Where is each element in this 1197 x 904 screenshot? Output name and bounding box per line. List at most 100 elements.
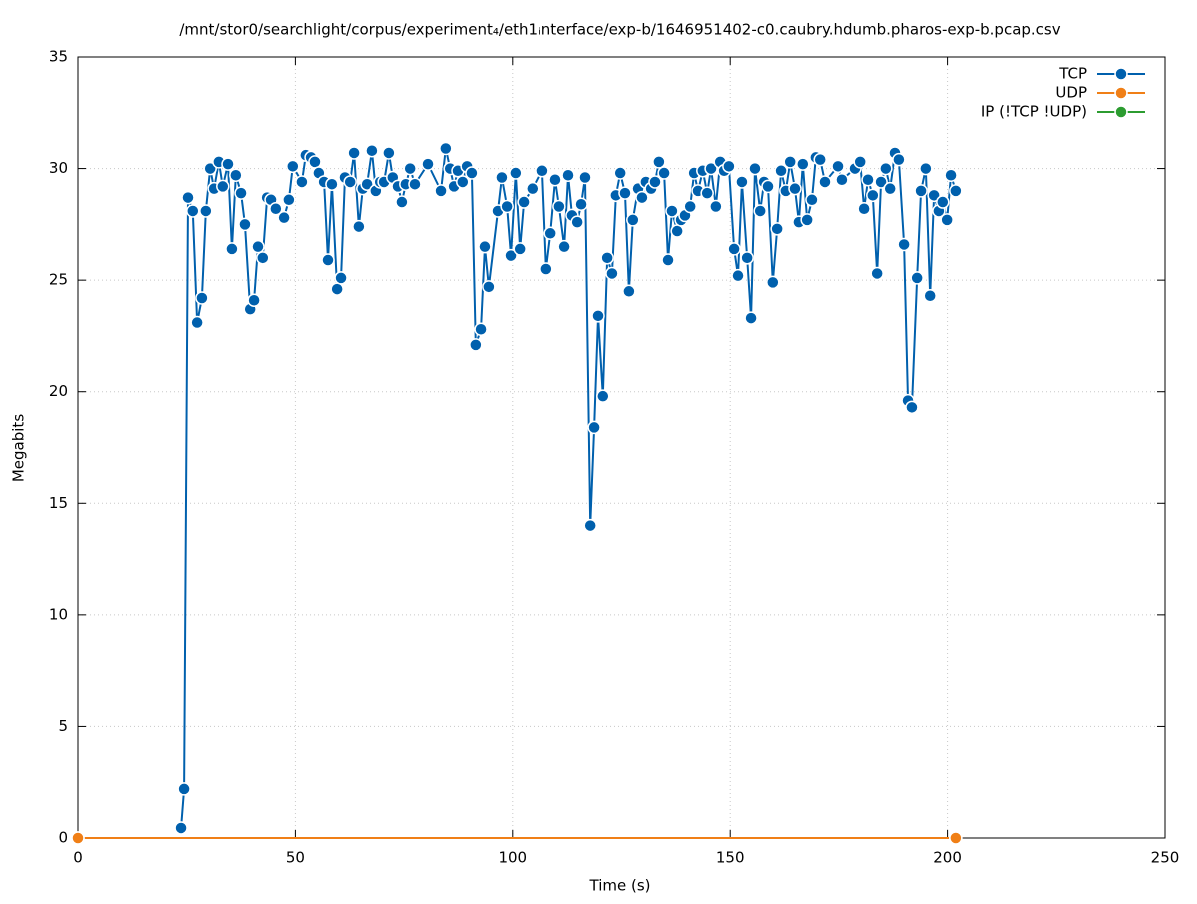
data-point bbox=[670, 224, 684, 238]
data-point bbox=[190, 315, 204, 330]
data-point bbox=[360, 177, 374, 191]
data-point bbox=[944, 168, 958, 183]
data-point bbox=[251, 239, 265, 254]
data-point bbox=[225, 242, 239, 256]
data-point bbox=[321, 253, 335, 267]
data-point bbox=[578, 170, 592, 185]
data-point bbox=[883, 181, 897, 196]
data-point bbox=[234, 186, 248, 200]
data-point bbox=[835, 172, 849, 187]
data-point bbox=[500, 199, 514, 214]
data-point bbox=[286, 159, 300, 174]
data-point bbox=[861, 172, 875, 187]
data-point bbox=[570, 215, 584, 229]
data-point bbox=[591, 309, 605, 323]
data-point bbox=[71, 831, 85, 845]
data-point bbox=[652, 155, 666, 169]
data-point bbox=[622, 284, 636, 299]
data-point bbox=[735, 175, 749, 189]
data-point bbox=[761, 179, 775, 194]
data-point bbox=[923, 289, 937, 303]
data-point bbox=[181, 190, 195, 205]
data-point bbox=[914, 184, 928, 198]
data-point bbox=[517, 195, 531, 209]
data-point bbox=[343, 175, 357, 189]
data-point bbox=[504, 248, 518, 263]
y-tick-label: 10 bbox=[49, 605, 68, 623]
data-point bbox=[229, 168, 243, 183]
data-point bbox=[919, 161, 933, 176]
data-point bbox=[683, 199, 697, 214]
data-point bbox=[434, 184, 448, 198]
x-tick-label: 250 bbox=[1151, 849, 1180, 867]
data-point bbox=[744, 311, 758, 325]
data-point bbox=[256, 251, 270, 265]
data-point bbox=[905, 400, 919, 415]
data-point bbox=[247, 293, 261, 307]
y-tick-label: 25 bbox=[49, 271, 68, 289]
y-axis-label: Megabits bbox=[10, 414, 28, 482]
data-point bbox=[626, 213, 640, 227]
data-point bbox=[657, 166, 671, 180]
data-point bbox=[216, 179, 230, 194]
data-point bbox=[866, 188, 880, 203]
data-point bbox=[587, 420, 601, 435]
data-point bbox=[618, 186, 632, 200]
data-point bbox=[469, 338, 483, 352]
data-point bbox=[949, 184, 963, 198]
y-tick-label: 15 bbox=[49, 494, 68, 512]
y-tick-label: 5 bbox=[58, 717, 68, 735]
data-point bbox=[605, 266, 619, 281]
data-point bbox=[879, 161, 893, 176]
y-tick-label: 0 bbox=[58, 829, 68, 847]
data-point bbox=[596, 389, 610, 403]
data-point bbox=[740, 251, 754, 265]
data-point bbox=[238, 217, 252, 232]
data-point bbox=[195, 291, 209, 305]
legend-marker bbox=[1114, 105, 1128, 119]
data-point bbox=[897, 237, 911, 252]
data-point bbox=[526, 181, 540, 196]
data-point bbox=[535, 164, 549, 178]
data-point bbox=[408, 177, 422, 191]
data-point bbox=[874, 175, 888, 189]
data-point bbox=[478, 239, 492, 254]
data-point bbox=[853, 155, 867, 169]
data-point bbox=[648, 175, 662, 189]
data-point bbox=[857, 201, 871, 216]
y-tick-label: 35 bbox=[49, 48, 68, 66]
data-point bbox=[352, 219, 366, 234]
data-point bbox=[661, 253, 675, 267]
data-point bbox=[439, 141, 453, 156]
data-point bbox=[700, 186, 714, 200]
data-point bbox=[382, 146, 396, 160]
legend-marker bbox=[1114, 67, 1128, 81]
data-point bbox=[513, 242, 527, 256]
data-point bbox=[788, 181, 802, 196]
data-point bbox=[783, 155, 797, 169]
data-point bbox=[813, 152, 827, 167]
data-point bbox=[870, 266, 884, 281]
x-tick-label: 150 bbox=[716, 849, 745, 867]
data-point bbox=[548, 172, 562, 187]
data-point bbox=[347, 146, 361, 160]
data-point bbox=[395, 195, 409, 209]
data-point bbox=[831, 159, 845, 174]
data-point bbox=[325, 177, 339, 191]
data-point bbox=[561, 168, 575, 183]
legend-label: TCP bbox=[1058, 65, 1087, 83]
data-point bbox=[295, 175, 309, 189]
x-axis-label: Time (s) bbox=[589, 877, 651, 895]
data-point bbox=[910, 271, 924, 285]
x-tick-label: 0 bbox=[73, 849, 83, 867]
data-point bbox=[403, 161, 417, 176]
chart-title: /mnt/stor0/searchlight/corpus/experiment… bbox=[179, 21, 1060, 39]
data-point bbox=[665, 204, 679, 218]
data-point bbox=[177, 782, 191, 796]
data-point bbox=[221, 157, 235, 171]
data-point bbox=[495, 170, 509, 185]
data-point bbox=[509, 166, 523, 180]
data-point bbox=[818, 175, 832, 189]
data-point bbox=[543, 226, 557, 241]
